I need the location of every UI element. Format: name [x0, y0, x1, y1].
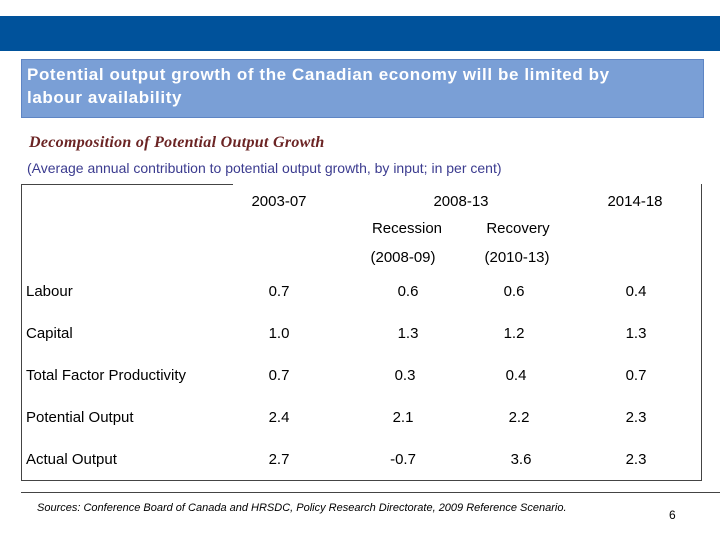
table-cell: 2.3 [625, 409, 647, 426]
table-cell: 0.4 [625, 283, 647, 300]
table-cell: 0.6 [503, 283, 525, 300]
table-subtitle: Decomposition of Potential Output Growth [29, 134, 325, 151]
row-label-actual-output: Actual Output [26, 451, 117, 468]
table-cell: 0.7 [268, 367, 290, 384]
table-cell: 0.4 [505, 367, 527, 384]
table-cell: 0.7 [268, 283, 290, 300]
header-period-2014-18: 2014-18 [607, 193, 663, 210]
sources-note: Sources: Conference Board of Canada and … [37, 502, 567, 514]
table-cell: 1.3 [625, 325, 647, 342]
header-recovery: Recovery [486, 220, 550, 237]
table-cell: 0.6 [397, 283, 419, 300]
slide-title: Potential output growth of the Canadian … [27, 65, 610, 107]
table-note: (Average annual contribution to potentia… [27, 160, 502, 176]
table-cell: 2.7 [268, 451, 290, 468]
header-period-2003-07: 2003-07 [251, 193, 307, 210]
header-recession: Recession [371, 220, 443, 237]
table-cell: 2.2 [508, 409, 530, 426]
row-label-labour: Labour [26, 283, 73, 300]
table-frame-top [21, 184, 233, 185]
header-period-2008-13: 2008-13 [433, 193, 489, 210]
header-recovery-years: (2010-13) [484, 249, 550, 266]
table-cell: 2.4 [268, 409, 290, 426]
table-frame [21, 184, 702, 481]
table-cell: 0.3 [394, 367, 416, 384]
table-cell: 3.6 [510, 451, 532, 468]
table-cell: 2.1 [392, 409, 414, 426]
footer-divider [21, 492, 720, 493]
row-label-tfp: Total Factor Productivity [26, 367, 187, 384]
row-label-capital: Capital [26, 325, 73, 342]
table-cell: 0.7 [625, 367, 647, 384]
table-cell: 1.2 [503, 325, 525, 342]
title-banner: Potential output growth of the Canadian … [21, 59, 704, 118]
top-bar [0, 16, 720, 51]
table-cell: 1.0 [268, 325, 290, 342]
table-cell: 1.3 [397, 325, 419, 342]
table-cell: 2.3 [625, 451, 647, 468]
page-number: 6 [669, 508, 676, 522]
row-label-potential-output: Potential Output [26, 409, 134, 426]
header-recession-years: (2008-09) [370, 249, 436, 266]
table-cell: -0.7 [390, 451, 416, 468]
